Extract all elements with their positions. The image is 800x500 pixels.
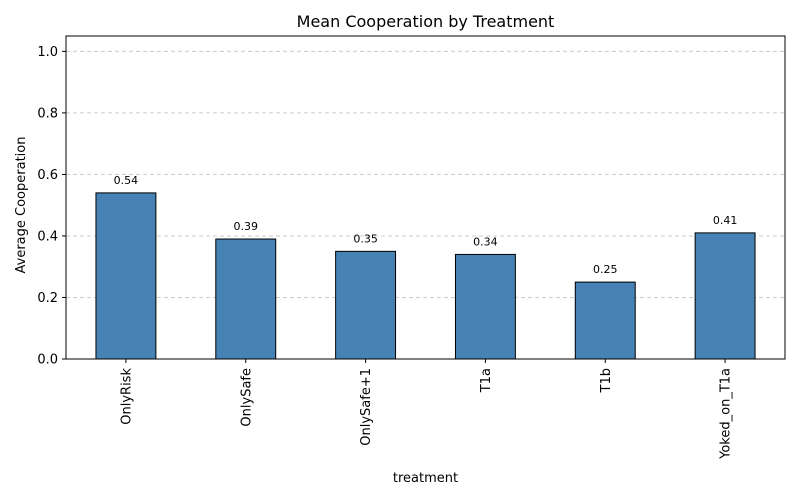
y-tick-label: 0.4 [37,229,58,244]
bar [574,281,636,360]
x-tick-label: Yoked_on_T1a [719,368,734,460]
y-tick-label: 0.6 [37,168,58,183]
bar-value-label: 0.35 [353,232,378,245]
bar-value-label: 0.54 [114,174,139,187]
bar [694,232,756,360]
bar [215,238,277,360]
y-tick-label: 0.2 [37,291,58,306]
x-tick-label: OnlyRisk [119,368,134,425]
y-axis-ticks: 0.0 0.2 0.4 0.6 0.8 1.0 [37,45,66,368]
plot-frame [65,35,786,360]
x-tick-label: T1b [599,368,614,393]
data-labels: 0.54 0.39 0.35 0.34 0.25 0.41 [114,174,738,276]
bar [335,250,397,360]
bar-value-label: 0.25 [593,263,618,276]
x-axis-label: treatment [393,471,458,486]
bar-value-label: 0.41 [713,214,738,227]
y-tick-label: 1.0 [37,45,58,60]
gridlines [66,50,785,298]
x-tick-label: OnlySafe [239,368,254,427]
chart-title: Mean Cooperation by Treatment [297,12,555,31]
y-axis-label: Average Cooperation [14,137,29,274]
x-tick-label: T1a [479,368,494,393]
bar-value-label: 0.39 [234,220,259,233]
x-tick-label: OnlySafe+1 [359,368,374,446]
bar-value-label: 0.34 [473,235,498,248]
bar [454,253,516,360]
bars [95,192,756,360]
y-tick-label: 0.8 [37,106,58,121]
y-tick-label: 0.0 [37,353,58,368]
bar [95,192,157,360]
x-axis-ticks: OnlyRisk OnlySafe OnlySafe+1 T1a T1b Yoked_on… [119,359,734,460]
